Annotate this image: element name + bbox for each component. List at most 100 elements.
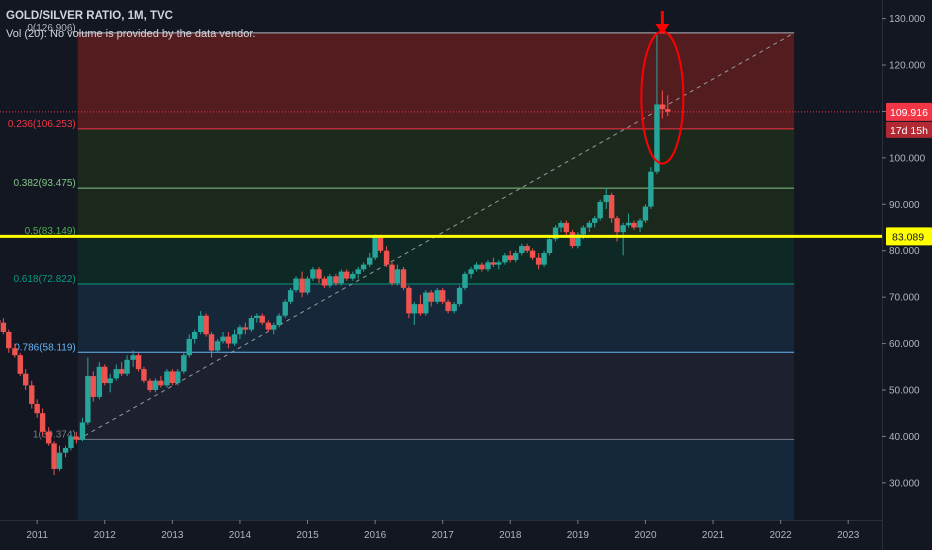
last-price-badge[interactable] — [886, 102, 932, 121]
candle-body — [558, 222, 564, 228]
price-tick-label: 100.000 — [889, 153, 926, 164]
candle — [468, 266, 474, 279]
candle — [214, 338, 221, 353]
candle — [631, 220, 637, 230]
candle-body — [113, 369, 119, 379]
fibonacci-retracement[interactable]: 0(126.906) 0.236(106.253) 0.382(93.475) 0.5… — [8, 23, 795, 520]
fib-label-0.382: 0.382(93.475) — [13, 178, 75, 189]
fib-zone-0.786 — [77, 352, 795, 440]
candle — [90, 371, 96, 402]
candle — [175, 369, 181, 386]
candle — [400, 266, 407, 291]
fib-label-1: 1(39.374) — [33, 429, 76, 440]
candle — [360, 262, 367, 272]
candle-body — [535, 257, 542, 265]
arrow-down-icon[interactable] — [655, 24, 670, 34]
candle-body — [597, 201, 603, 219]
candle — [130, 350, 136, 367]
candle — [56, 445, 63, 472]
candle-body — [242, 327, 249, 330]
candle — [592, 215, 598, 228]
candle-body — [203, 315, 209, 335]
candle — [62, 445, 69, 458]
candle-body — [271, 325, 277, 330]
candle — [96, 362, 103, 400]
candle — [113, 364, 119, 381]
price-tick-label: 80.000 — [889, 246, 920, 257]
candle — [102, 364, 108, 386]
candle — [642, 204, 649, 223]
candle — [73, 431, 80, 444]
candle-body — [512, 253, 519, 260]
candle — [248, 315, 255, 332]
candle-body — [417, 304, 424, 314]
candle-body — [12, 348, 18, 356]
candle — [372, 234, 378, 260]
candle — [276, 313, 282, 328]
candle — [366, 253, 373, 267]
candle — [535, 253, 542, 270]
candle-body — [333, 276, 339, 284]
candle — [485, 260, 491, 272]
candle-body — [631, 222, 637, 228]
candle — [79, 417, 86, 442]
candle — [304, 276, 311, 295]
time-tick-label: 2012 — [94, 530, 117, 541]
candle-body — [118, 369, 125, 374]
candle-body — [293, 278, 299, 291]
candle — [490, 257, 497, 267]
fib-label-0.236: 0.236(106.253) — [8, 119, 76, 130]
price-axis[interactable]: 30.000 40.000 50.000 60.000 70.000 80.000 90.0… — [882, 0, 932, 550]
candle-body — [248, 318, 255, 330]
candle — [271, 322, 277, 335]
candle-body — [372, 236, 378, 258]
time-tick-label: 2018 — [499, 530, 522, 541]
candle-body — [637, 220, 643, 228]
candle — [231, 329, 238, 346]
candle-body — [659, 104, 666, 110]
candle-body — [237, 327, 243, 335]
candle — [191, 329, 198, 344]
candle-body — [519, 246, 525, 254]
candle — [620, 222, 626, 256]
candle — [524, 243, 530, 254]
candle — [625, 213, 632, 228]
candle — [0, 318, 7, 335]
candle-body — [569, 232, 576, 247]
price-tick-label: 40.000 — [889, 432, 920, 443]
candle-body — [406, 287, 412, 314]
candle-body — [360, 264, 367, 270]
candle — [541, 250, 547, 267]
candle — [124, 355, 130, 377]
candle-body — [355, 269, 361, 274]
candle-body — [186, 338, 192, 356]
candle — [198, 311, 204, 335]
candle — [22, 369, 29, 390]
candle — [428, 290, 434, 307]
candle-body — [22, 373, 29, 386]
candle-body — [316, 269, 322, 279]
candle-body — [17, 355, 23, 374]
candle — [203, 313, 209, 337]
candle-body — [592, 218, 598, 223]
candle — [439, 287, 446, 305]
candle — [569, 229, 576, 249]
candle-body — [141, 369, 147, 381]
candle — [546, 236, 553, 256]
candle — [338, 269, 345, 286]
candle-body — [130, 355, 136, 360]
fib-zone-0.236 — [77, 128, 795, 189]
candle-body — [620, 225, 626, 233]
candle-body — [56, 452, 63, 469]
candle — [147, 378, 153, 393]
candle — [406, 285, 412, 319]
time-axis[interactable]: 2011 2012 2013 2014 2015 2016 2017 2018 2019 2020… — [0, 520, 882, 550]
candle-body — [552, 227, 559, 240]
candle — [575, 232, 581, 249]
candle — [665, 95, 671, 117]
candle-body — [79, 422, 86, 440]
candle — [287, 287, 294, 305]
candle-body — [496, 262, 502, 265]
support-line-badge[interactable] — [886, 227, 932, 246]
